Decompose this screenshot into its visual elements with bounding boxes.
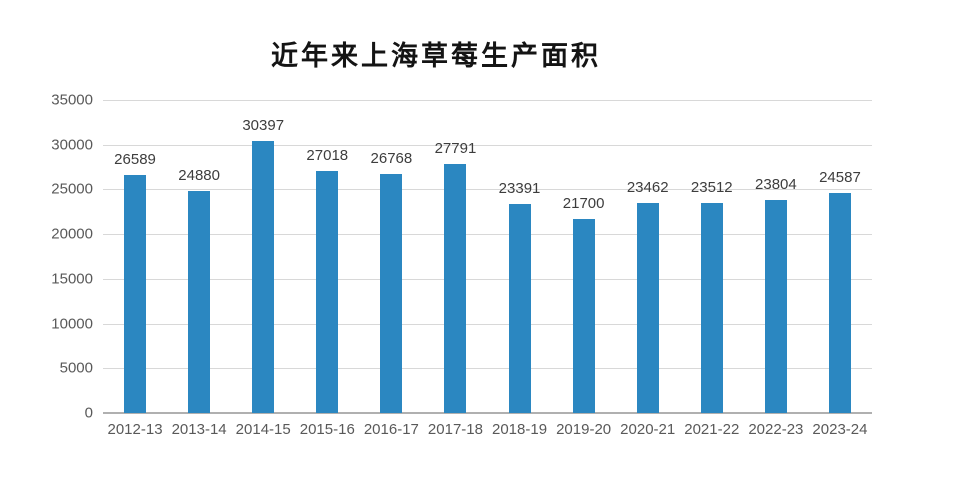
bar — [572, 218, 595, 413]
x-axis-tick-label: 2014-15 — [235, 421, 291, 438]
gridline — [103, 323, 872, 325]
x-axis-tick-label: 2012-13 — [107, 421, 163, 438]
bar — [636, 203, 659, 413]
bar — [188, 190, 211, 413]
x-axis-tick-label: 2019-20 — [556, 421, 612, 438]
bar — [316, 171, 339, 413]
x-axis-tick-label: 2023-24 — [812, 421, 868, 438]
x-axis-tick-label: 2013-14 — [171, 421, 227, 438]
gridline — [103, 278, 872, 280]
bar-value-label: 23462 — [626, 179, 669, 197]
gridline — [103, 189, 872, 191]
bar — [380, 173, 403, 413]
plot-area: 0 5000 10000 15000 20000 25000 30000 35000 26589… — [51, 92, 872, 438]
bar-value-label: 27018 — [306, 147, 349, 165]
bar — [508, 203, 531, 413]
x-axis-tick-label: 2021-22 — [684, 421, 740, 438]
x-axis-tick-label: 2022-23 — [748, 421, 804, 438]
x-axis-tick-label: 2017-18 — [427, 421, 483, 438]
bar-value-label: 26768 — [370, 149, 413, 167]
bar-value-label: 27791 — [434, 140, 477, 158]
bar — [444, 164, 467, 413]
bar — [124, 175, 147, 413]
x-axis-tick-label: 2015-16 — [299, 421, 355, 438]
gridline — [103, 368, 872, 370]
x-axis-tick-label: 2018-19 — [492, 421, 548, 438]
bar-value-label: 21700 — [562, 194, 605, 212]
x-axis-tick-label: 2016-17 — [363, 421, 419, 438]
bar-value-label: 23512 — [690, 178, 733, 196]
gridline — [103, 144, 872, 146]
bar — [764, 200, 787, 413]
bar-value-label: 24880 — [178, 166, 220, 184]
gridline — [103, 234, 872, 236]
bar — [700, 202, 723, 413]
x-axis-tick-label: 2020-21 — [620, 421, 676, 438]
gridline — [103, 100, 872, 101]
y-axis-tick-label: 15000 — [51, 270, 93, 288]
chart-title: 近年来上海草莓生产面积 — [271, 41, 601, 71]
bar-value-label: 30397 — [242, 117, 285, 135]
y-axis-tick-label: 5000 — [59, 359, 93, 377]
x-axis-line — [103, 412, 872, 414]
y-axis-tick-label: 30000 — [51, 136, 93, 154]
y-axis-tick-label: 20000 — [51, 225, 93, 243]
y-axis-tick-label: 0 — [84, 404, 93, 422]
bar-value-label: 23804 — [755, 176, 797, 194]
bar — [252, 141, 275, 413]
bar-value-label: 26589 — [114, 151, 156, 169]
bar — [828, 193, 851, 413]
bar-value-label: 24587 — [819, 169, 861, 187]
y-axis-tick-label: 35000 — [51, 91, 93, 109]
y-axis-tick-label: 25000 — [51, 180, 93, 198]
bar-value-label: 23391 — [498, 179, 541, 197]
y-axis-tick-label: 10000 — [51, 315, 93, 333]
